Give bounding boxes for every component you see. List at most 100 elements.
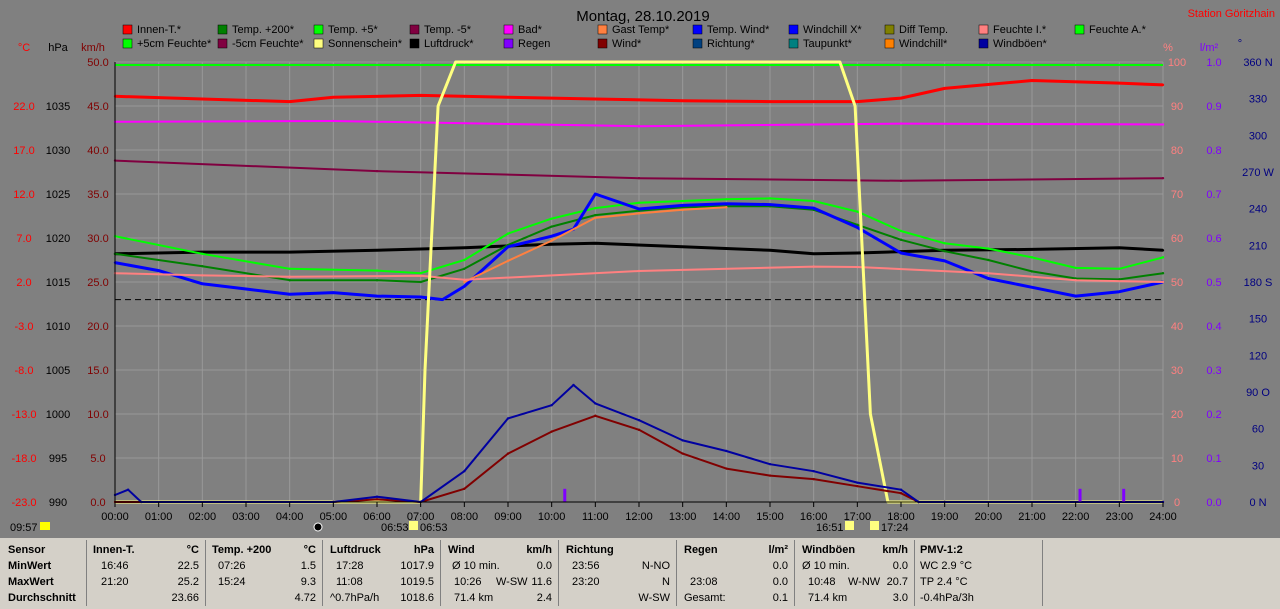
pct-tick-label: 40	[1171, 321, 1183, 333]
time-tick-label: 23:00	[1106, 511, 1134, 523]
stats-sensor-header: Sensor	[8, 544, 46, 556]
stats-luftdruck-unit: hPa	[413, 544, 434, 556]
stats-innen-max-time: 21:20	[101, 576, 129, 588]
stats-min-label: MinWert	[8, 560, 52, 572]
legend-label: Innen-T.*	[137, 24, 182, 36]
time-tick-label: 15:00	[756, 511, 784, 523]
stats-pmv-windchill: WC 2.9 °C	[920, 560, 973, 572]
series-point-feuchte-i	[288, 275, 291, 278]
statistics-panel: Sensor MinWert MaxWert Durchschnitt Inne…	[0, 537, 1280, 609]
sunset-icon-2	[870, 521, 879, 530]
time-tick-label: 14:00	[713, 511, 741, 523]
series-point-windb-en	[681, 439, 684, 442]
series-point-luftdruck	[375, 249, 379, 252]
series-point-temp-wind	[506, 245, 510, 248]
stats-temp200: Temp. +200 °C 07:26 1.5 15:24 9.3 4.72	[212, 540, 320, 606]
unit-lm2: l/m²	[1200, 42, 1219, 54]
series-point-temp-5	[550, 217, 553, 220]
time-tick-label: 06:00	[363, 511, 391, 523]
series-point-temp-5	[899, 179, 903, 182]
time-tick-label: 19:00	[931, 511, 959, 523]
legend-swatch	[122, 38, 133, 49]
series-point-luftdruck	[1161, 249, 1165, 252]
series-point-sonnenschein	[436, 104, 440, 108]
axes: 00:00 01:00 02:00 03:00 04:00 05:00 06:00 07:00…	[11, 57, 1274, 523]
series-point-temp-wind	[899, 251, 903, 255]
series-point-wind	[637, 428, 641, 432]
stats-windboeen-max-direction: W-NW	[848, 576, 881, 588]
legend-swatch	[503, 24, 514, 35]
stats-luftdruck-min-value: 1017.9	[400, 560, 434, 572]
hpa-tick-label: 990	[49, 497, 67, 509]
time-tick-label: 11:00	[582, 511, 609, 523]
series-point-feuchte-i	[856, 265, 859, 269]
deg-tick-label: 150	[1249, 314, 1267, 326]
stats-wind: Wind km/h Ø 10 min. 0.0 10:26 W-SW 11.6 71.4…	[448, 540, 556, 606]
series-point-sonnenschein	[838, 60, 842, 64]
series-point-bad	[899, 122, 903, 125]
lm2-tick-label: 0.7	[1206, 189, 1221, 201]
series-point-temp-5	[1074, 266, 1077, 270]
series-point-wind	[899, 492, 903, 495]
time-tick-label: 09:00	[494, 511, 522, 523]
series-point-temp-wind	[987, 277, 990, 280]
lm2-tick-label: 0.9	[1206, 101, 1221, 113]
stats-wind-max-direction: W-SW	[496, 576, 528, 588]
deg-tick-label: 60	[1252, 424, 1264, 436]
deg-tick-label: 120	[1249, 350, 1267, 362]
celsius-tick-label: -3.0	[15, 321, 34, 333]
series-point-feuchte-i	[1161, 280, 1165, 284]
legend-label: Regen	[518, 38, 550, 50]
series-point-temp-wind	[463, 285, 466, 288]
series-point-luftdruck	[768, 249, 772, 252]
legend-swatch	[409, 24, 420, 35]
legend-label: Windböen*	[993, 38, 1048, 50]
pct-tick-label: 30	[1171, 365, 1183, 377]
stats-temp200-avg-value: 4.72	[294, 592, 316, 604]
series-point-temp-5	[637, 201, 641, 204]
series-point-temp-5	[725, 198, 728, 201]
series-point-temp-5	[201, 252, 204, 256]
divider	[1042, 540, 1043, 606]
divider	[558, 540, 559, 606]
series-point-temp-5	[899, 229, 903, 233]
stats-regen-total-label: Gesamt:	[684, 592, 726, 604]
hpa-tick-label: 995	[49, 453, 67, 465]
legend-swatch	[503, 38, 514, 49]
rain-bar	[1122, 488, 1126, 502]
stats-innen-max-value: 25.2	[177, 576, 199, 588]
deg-tick-label: 360 N	[1243, 57, 1272, 69]
legend-label: Diff Temp.	[899, 24, 948, 36]
legend: Innen-T.* Temp. +200* Temp. +5* Temp. -5* Ba…	[122, 24, 1147, 50]
series-point-temp-wind	[812, 206, 815, 210]
stats-luftdruck-trend: ^0.7hPa/h	[330, 592, 380, 604]
series-point-temp-5	[288, 267, 291, 270]
legend-label: Windchill X*	[803, 24, 862, 36]
series-point-temp-5	[987, 247, 990, 250]
legend-swatch	[978, 38, 989, 49]
kmh-tick-label: 30.0	[87, 233, 108, 245]
stats-luftdruck-max-value: 1019.5	[400, 576, 434, 588]
unit-hpa: hPa	[48, 42, 68, 54]
legend-label: Temp. Wind*	[707, 24, 770, 36]
series-layer	[113, 60, 1165, 504]
series-point-luftdruck	[594, 242, 597, 245]
series-point-temp-wind	[594, 192, 597, 196]
series-point-innen-t	[681, 99, 684, 102]
time-tick-label: 05:00	[320, 511, 348, 523]
hpa-tick-label: 1025	[46, 189, 70, 201]
series-point-temp-wind	[1118, 290, 1121, 293]
pct-tick-label: 90	[1171, 101, 1183, 113]
series-point-windb-en	[375, 495, 379, 498]
legend-swatch	[597, 24, 608, 35]
series-point-temp-5	[463, 258, 466, 262]
series-point-temp-5	[1161, 176, 1165, 180]
stats-luftdruck-min-time: 17:28	[336, 560, 364, 572]
divider	[322, 540, 323, 606]
series-line-temp-5	[114, 197, 1164, 275]
stats-windboeen-avg-value: 3.0	[892, 592, 908, 604]
lm2-tick-label: 0.0	[1206, 497, 1221, 509]
stats-pmv: PMV-1:2 WC 2.9 °C TP 2.4 °C -0.4hPa/3h	[920, 540, 1040, 606]
legend-swatch	[409, 38, 420, 49]
time-tick-label: 16:00	[800, 511, 828, 523]
